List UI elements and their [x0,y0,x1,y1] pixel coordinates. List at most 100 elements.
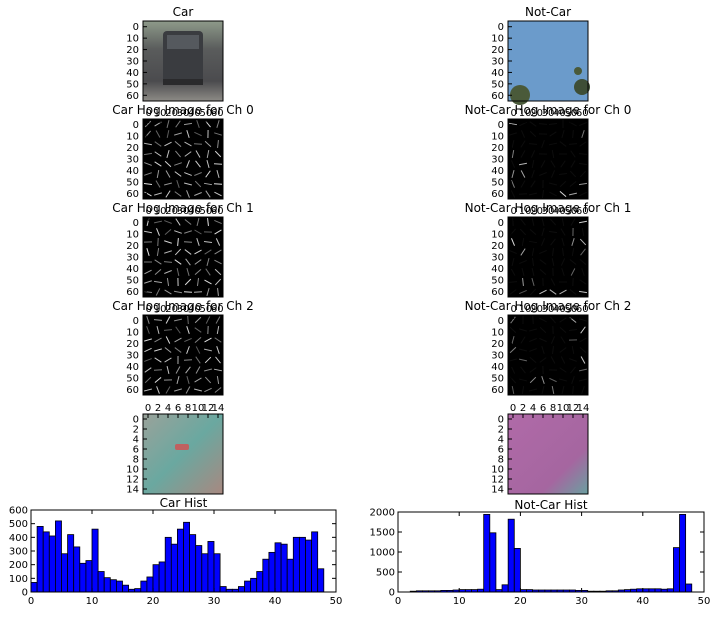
bar [202,554,208,592]
bar [502,585,508,592]
y-tick-label: 10 [491,230,504,241]
y-tick-label: 60 [126,287,139,298]
y-tick-label: 400 [9,533,28,544]
y-tick-label: 2000 [370,508,395,519]
x-tick-label: 8 [185,403,191,414]
x-tick-label: 10 [453,596,466,607]
y-tick-label: 100 [9,574,28,585]
y-tick-label: 30 [491,253,504,264]
bar [318,569,324,592]
panel-title: Car [173,5,194,19]
y-tick-label: 0 [133,316,139,327]
y-tick-label: 60 [491,385,504,396]
bar [680,514,686,592]
y-tick-label: 60 [126,385,139,396]
y-tick-label: 20 [126,45,139,56]
y-tick-label: 30 [126,57,139,68]
x-tick-label: 14 [212,403,225,414]
y-tick-label: 10 [491,34,504,45]
bar [269,552,275,592]
bar [214,554,220,592]
panel-title: Car Hog Image for Ch 0 [112,103,253,117]
y-tick-label: 300 [9,547,28,558]
x-tick-label: 2 [520,403,526,414]
bar [281,544,287,592]
y-tick-label: 14 [491,485,504,496]
y-tick-label: 40 [126,362,139,373]
y-tick-label: 50 [126,373,139,384]
y-tick-label: 600 [9,506,28,517]
y-tick-label: 0 [133,22,139,33]
panel-title: Car Hog Image for Ch 1 [112,201,253,215]
bar [92,529,98,592]
bar [141,581,147,592]
x-tick-label: 8 [550,403,556,414]
y-tick-label: 10 [126,132,139,143]
x-tick-label: 4 [165,403,171,414]
panel-title: Not-Car Hog Image for Ch 0 [465,103,632,117]
x-tick-label: 40 [636,596,649,607]
y-tick-label: 0 [133,218,139,229]
bar [306,540,312,592]
x-tick-label: 10 [86,596,99,607]
x-tick-label: 30 [575,596,588,607]
bar [153,565,159,592]
x-tick-label: 14 [577,403,590,414]
y-tick-label: 50 [126,177,139,188]
y-tick-label: 10 [126,34,139,45]
x-tick-label: 50 [330,596,343,607]
y-tick-label: 1000 [370,548,395,559]
y-tick-label: 10 [491,328,504,339]
bar [238,587,244,592]
x-tick-label: 2 [155,403,161,414]
bar [80,563,86,592]
panel-title: Not-Car Hog Image for Ch 2 [465,299,632,313]
bar [165,537,171,592]
y-tick-label: 1500 [370,528,395,539]
bar [159,562,165,592]
y-tick-label: 10 [491,132,504,143]
y-tick-label: 50 [126,79,139,90]
y-tick-label: 30 [126,155,139,166]
bar [184,522,190,592]
bar [190,535,196,592]
y-tick-label: 50 [491,373,504,384]
x-tick-label: 4 [530,403,536,414]
x-tick-label: 20 [147,596,160,607]
x-tick-label: 20 [514,596,527,607]
bar [257,572,263,593]
y-tick-label: 0 [133,120,139,131]
y-tick-label: 14 [126,485,139,496]
bar [147,577,153,592]
bar [86,561,92,592]
bar [68,535,74,592]
y-tick-label: 20 [491,45,504,56]
bar [135,589,141,592]
bar [196,546,202,592]
x-tick-label: 30 [208,596,221,607]
bar [673,548,679,592]
bar [245,581,251,592]
y-tick-label: 30 [491,57,504,68]
x-tick-label: 0 [510,403,516,414]
bar [110,580,116,592]
bar [490,533,496,592]
bar [208,541,214,592]
y-tick-label: 50 [491,177,504,188]
bar [171,544,177,592]
bar [251,578,257,592]
y-tick-label: 20 [491,339,504,350]
y-tick-label: 20 [126,241,139,252]
bar [37,526,43,592]
y-tick-label: 10 [126,328,139,339]
panel-title: Not-Car [525,5,571,19]
